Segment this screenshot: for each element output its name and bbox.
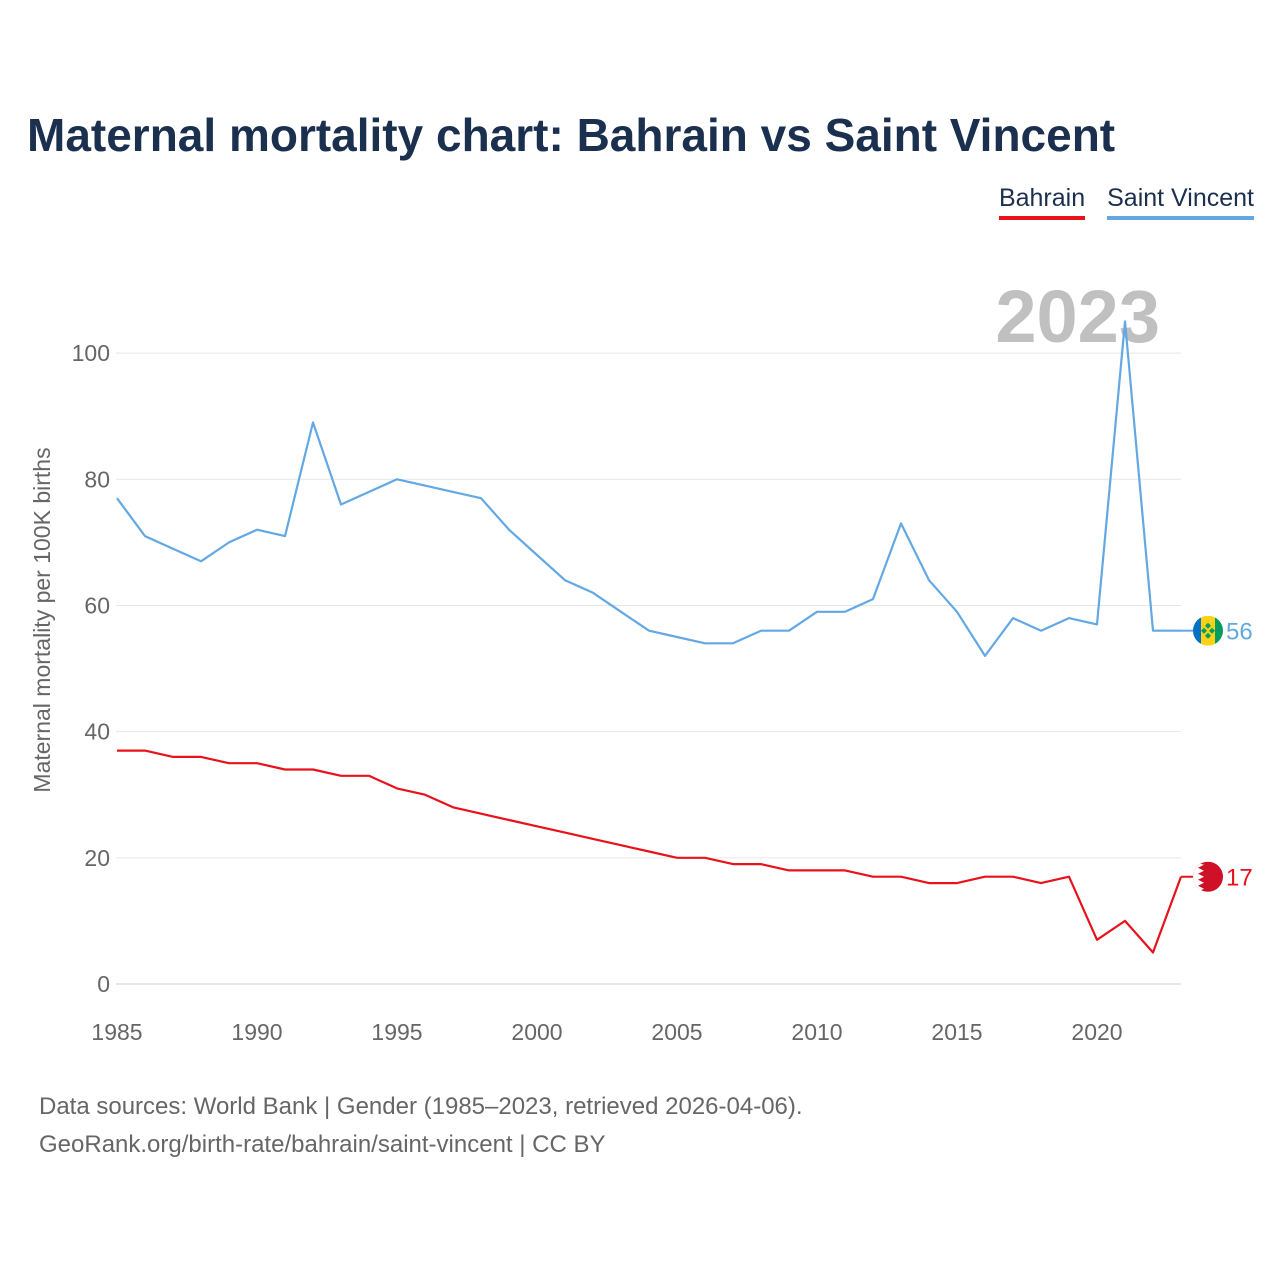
footer: Data sources: World Bank | Gender (1985–…	[39, 1088, 803, 1164]
bahrain-flag	[1193, 861, 1223, 892]
flag-diamond-1	[1201, 627, 1207, 634]
legend: Bahrain Saint Vincent	[998, 184, 1254, 220]
flag-blue	[1193, 615, 1201, 646]
x-tick-label-2015: 2015	[931, 1019, 982, 1045]
footer-sources: Data sources: World Bank | Gender (1985–…	[39, 1093, 803, 1120]
series-line-saint-vincent	[116, 320, 1181, 658]
series-line-bahrain	[117, 749, 1183, 954]
x-tick-label-1995: 1995	[371, 1019, 422, 1045]
flag-body	[1193, 615, 1223, 646]
end-label-bahrain: 17	[1226, 865, 1253, 892]
legend-item-saint-vincent[interactable]: Saint Vincent	[1107, 184, 1254, 220]
x-tick-label-1990: 1990	[231, 1019, 282, 1045]
y-tick-label-80: 80	[84, 466, 110, 492]
y-tick-label-60: 60	[84, 592, 110, 618]
year-label: 2023	[995, 275, 1160, 358]
flag-green	[1215, 615, 1223, 646]
line-chart: 2023 0 20 40 60 80 100 1985 1990 1995 2000 2005 20…	[29, 275, 1253, 1045]
y-tick-label-20: 20	[84, 845, 110, 871]
y-tick-label-100: 100	[72, 340, 110, 366]
x-tick-label-2000: 2000	[511, 1019, 562, 1045]
y-tick-label-40: 40	[84, 719, 110, 745]
gridlines	[116, 352, 1181, 985]
legend-item-bahrain[interactable]: Bahrain	[998, 184, 1086, 220]
x-tick-label-2020: 2020	[1071, 1019, 1122, 1045]
flag-diamond-3	[1205, 632, 1211, 639]
y-axis-title: Maternal mortality per 100K births	[29, 447, 55, 792]
flag-band	[1193, 861, 1204, 892]
flag-gold	[1201, 615, 1215, 646]
flag-diamond-2	[1209, 627, 1215, 634]
end-label-saint-vincent: 56	[1226, 619, 1253, 646]
footer-link[interactable]: GeoRank.org/birth-rate/bahrain/saint-vin…	[39, 1131, 606, 1158]
y-axis: 0 20 40 60 80 100	[72, 340, 110, 997]
series-layer	[116, 320, 1183, 954]
x-tick-label-2010: 2010	[791, 1019, 842, 1045]
y-tick-label-0: 0	[97, 971, 110, 997]
chart-title: Maternal mortality chart: Bahrain vs Sai…	[27, 109, 1116, 161]
x-axis: 1985 1990 1995 2000 2005 2010 2015 2020	[91, 1019, 1122, 1045]
flag-diamond-0	[1205, 622, 1211, 629]
x-tick-label-1985: 1985	[91, 1019, 142, 1045]
x-tick-label-2005: 2005	[651, 1019, 702, 1045]
saint-vincent-flag	[1193, 615, 1223, 646]
